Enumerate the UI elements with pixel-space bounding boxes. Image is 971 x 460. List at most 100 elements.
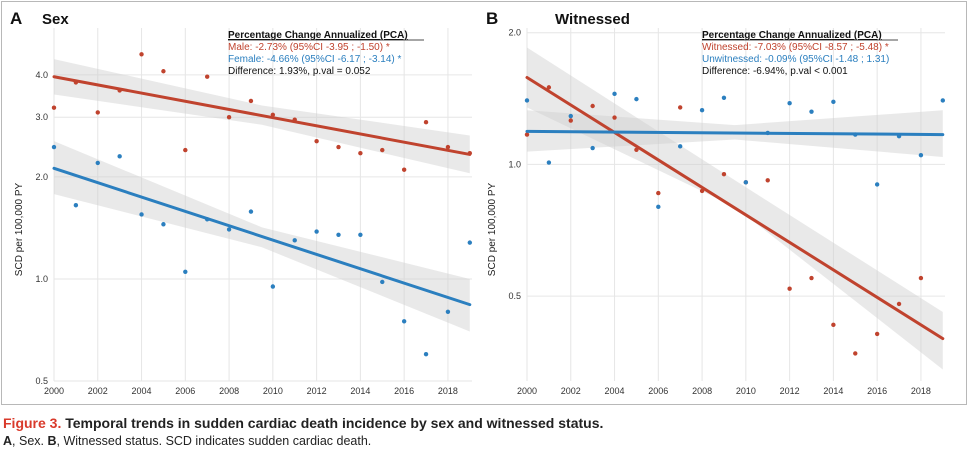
panel-b-witnessed-point — [546, 85, 552, 90]
panel-a-female-point — [380, 279, 385, 285]
panel-a-male-point — [226, 115, 232, 120]
panel-a-y-axis-label: SCD per 100,000 PY — [14, 182, 25, 276]
panel-b-unwitnessed-point — [831, 99, 836, 105]
panel-b-witnessed-point — [874, 331, 880, 337]
panel-b-witnessed-point — [896, 301, 902, 307]
panel-a-male-point — [139, 52, 144, 57]
panel-b-unwitnessed-point — [940, 98, 946, 103]
panel-b-unwitnessed-point — [896, 134, 902, 139]
panel-a-female-point — [117, 154, 122, 159]
panel-b-y-tick-label: 2.0 — [508, 28, 521, 38]
panel-b-y-axis-label: SCD per 100,000 PY — [487, 182, 498, 276]
panel-b-unwitnessed-point — [677, 144, 683, 149]
panel-b-pca-title: Percentage Change Annualized (PCA) — [702, 30, 882, 41]
panel-b-y-tick-label: 1.0 — [508, 159, 521, 169]
panel-b-unwitnessed-point — [590, 145, 595, 151]
panel-b-plot-group: 2000 2002 2004 2006 2008 2010 2012 2014 2016 2018… — [486, 9, 946, 396]
panel-b-witnessed-trend-line — [525, 75, 945, 341]
panel-a-pca-line: Female: -4.66% (95%CI -6.17 ; -3.14) * — [228, 54, 402, 65]
panel-a-x-tick-label: 2002 — [88, 386, 108, 396]
panel-a-female-point — [336, 232, 341, 237]
panel-b-x-tick-label: 2000 — [517, 386, 537, 396]
panel-a-female-point — [95, 160, 100, 166]
caption-panel-b: B — [47, 434, 57, 448]
panel-a-x-tick-label: 2018 — [438, 386, 458, 396]
panel-a-female-point — [226, 227, 232, 232]
panel-a-plot-group: 2000 2002 2004 2006 2008 2010 2012 2014 2016 2018… — [10, 9, 473, 396]
panel-b-x-tick-label: 2010 — [736, 386, 756, 396]
panel-a-y-tick-label: 0.5 — [35, 376, 48, 386]
panel-b-x-tick-label: 2006 — [648, 386, 668, 396]
panel-a-male-point — [336, 144, 341, 150]
figure-svg: 2000 2002 2004 2006 2008 2010 2012 2014 2016 2018… — [10, 9, 946, 396]
figure-caption: Figure 3. Temporal trends in sudden card… — [3, 415, 963, 448]
panel-b-pca-line: Witnessed: -7.03% (95%CI -8.57 ; -5.48) … — [702, 42, 889, 53]
panel-b-witnessed-point — [918, 275, 924, 281]
panel-a-male-point — [292, 117, 297, 122]
panel-b-unwitnessed-point — [699, 108, 705, 113]
panel-a-female-point — [248, 209, 254, 214]
panel-b-unwitnessed-point — [853, 132, 858, 137]
panel-a-male-point — [467, 150, 473, 156]
panel-a-male-point — [358, 150, 363, 156]
panel-b-unwitnessed-point — [721, 95, 727, 100]
panel-a-x-tick-label: 2006 — [175, 386, 195, 396]
panel-b-witnessed-point — [656, 190, 661, 196]
panel-a-male-point — [117, 88, 122, 93]
panel-b-witnessed-point — [590, 103, 595, 109]
panel-a-pca-line: Difference: 1.93%, p.val = 0.052 — [228, 66, 371, 77]
panel-b-witnessed-point — [612, 115, 617, 120]
panel-a-male-trend-line — [52, 75, 472, 156]
panel-b-witnessed-point — [568, 118, 573, 123]
panel-b-witnessed-point — [524, 132, 530, 137]
panel-b-unwitnessed-point — [918, 152, 924, 158]
figure-frame: 2000 2002 2004 2006 2008 2010 2012 2014 2016 2018… — [1, 1, 967, 405]
panel-a-male-point — [401, 167, 407, 172]
panel-b-unwitnessed-point — [546, 160, 552, 165]
caption-title: Figure 3. Temporal trends in sudden card… — [3, 415, 963, 431]
panel-a-female-point — [358, 232, 363, 237]
panel-a-male-point — [314, 138, 319, 144]
panel-a-male-point — [380, 147, 385, 153]
panel-b-unwitnessed-point — [874, 182, 880, 187]
panel-b-x-tick-label: 2014 — [823, 386, 843, 396]
panel-b-title: Witnessed — [555, 11, 630, 28]
panel-a-male-point — [183, 147, 188, 153]
panel-b-x-tick-label: 2016 — [867, 386, 887, 396]
panel-a-y-tick-label: 3.0 — [35, 112, 48, 122]
panel-b-witnessed-point — [853, 351, 858, 356]
panel-b-unwitnessed-point — [634, 96, 639, 102]
panel-a-female-point — [467, 240, 473, 245]
panel-b-witnessed-point — [831, 322, 836, 328]
panel-a-y-tick-label: 4.0 — [35, 70, 48, 80]
panel-a-female-point — [270, 284, 276, 289]
caption-text-2: , Witnessed status. SCD indicates sudden… — [56, 434, 372, 448]
panel-a-female-point — [161, 222, 166, 227]
panel-a-female-point — [183, 269, 188, 274]
panel-b-witnessed-point — [721, 171, 727, 177]
panel-b-witnessed-point — [765, 178, 770, 183]
panel-b-pca-line: Difference: -6.94%, p.val < 0.001 — [702, 66, 848, 77]
caption-body: A, Sex. B, Witnessed status. SCD indicat… — [3, 434, 963, 448]
panel-a-x-tick-label: 2010 — [263, 386, 283, 396]
panel-a-female-point — [445, 309, 451, 315]
caption-title-text: Temporal trends in sudden cardiac death … — [65, 415, 604, 431]
panel-a-letter: A — [10, 9, 22, 28]
panel-a-male-point — [51, 105, 57, 110]
panel-a-female-point — [314, 229, 319, 234]
panel-a-x-tick-label: 2016 — [394, 386, 414, 396]
panel-a-x-tick-label: 2004 — [132, 386, 152, 396]
panel-b-unwitnessed-point — [765, 130, 770, 136]
panel-a-female-point — [51, 144, 57, 150]
panel-a-female-point — [204, 217, 210, 222]
panel-b-x-tick-label: 2018 — [911, 386, 931, 396]
panel-a-male-point — [204, 74, 210, 79]
panel-b-unwitnessed-point — [524, 98, 530, 103]
panel-a-male-point — [423, 120, 429, 125]
panel-b-unwitnessed-point — [809, 109, 814, 114]
panel-a-x-tick-label: 2008 — [219, 386, 239, 396]
panel-a-male-point — [270, 112, 276, 117]
panel-a-female-trend-line — [52, 166, 472, 307]
panel-b-witnessed-ci-band — [527, 47, 943, 370]
panel-b-unwitnessed-point — [743, 180, 749, 185]
